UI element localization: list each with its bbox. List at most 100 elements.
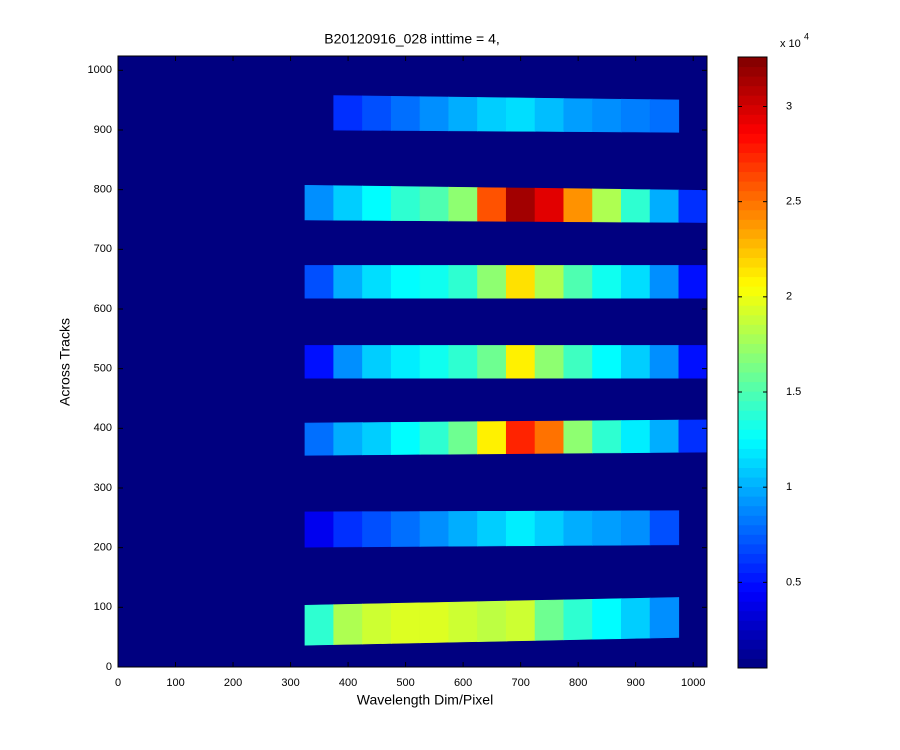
heatmap-cell <box>304 604 334 646</box>
colorbar-step <box>738 305 767 316</box>
colorbar-tick-label: 3 <box>786 100 792 112</box>
heatmap-cell <box>592 420 622 454</box>
y-tick-label: 300 <box>94 482 112 494</box>
colorbar-step <box>738 553 767 564</box>
heatmap-cell <box>477 345 507 379</box>
heatmap-cell <box>362 511 392 548</box>
heatmap-cell <box>505 420 536 454</box>
heatmap-cell <box>362 95 392 131</box>
heatmap-cell <box>333 345 363 379</box>
heatmap-cell <box>362 345 392 379</box>
colorbar-step <box>738 438 767 449</box>
y-tick-label: 200 <box>94 542 112 554</box>
colorbar-step <box>738 543 767 554</box>
heatmap-cell <box>419 265 450 299</box>
heatmap-cell <box>362 265 392 299</box>
heatmap-cell <box>534 599 565 641</box>
colorbar-step <box>738 391 767 402</box>
colorbar-step <box>738 114 767 125</box>
colorbar-tick-label: 2 <box>786 291 792 303</box>
heatmap-cell <box>477 421 507 455</box>
colorbar-step <box>738 324 767 335</box>
heatmap-cell <box>419 421 450 455</box>
heatmap-cell <box>333 422 363 456</box>
heatmap-cell <box>649 99 680 133</box>
heatmap-cell <box>362 603 392 645</box>
colorbar-step <box>738 457 767 469</box>
heatmap-bands <box>304 95 707 646</box>
colorbar-step <box>738 629 767 640</box>
heatmap-cell <box>333 185 363 221</box>
colorbar-step <box>738 276 767 287</box>
colorbar-step <box>738 200 767 211</box>
heatmap-cell <box>563 420 593 454</box>
heatmap-cell <box>390 345 421 379</box>
heatmap-cell <box>505 265 536 299</box>
heatmap-cell <box>333 603 363 645</box>
heatmap-cell <box>390 421 421 455</box>
heatmap-cell <box>563 345 593 379</box>
colorbar-step <box>738 429 767 440</box>
heatmap-cell <box>592 598 622 640</box>
heatmap-cell <box>592 265 622 299</box>
heatmap-cell <box>649 189 680 223</box>
colorbar-step <box>738 257 767 268</box>
heatmap-cell <box>477 600 507 642</box>
y-tick-label: 600 <box>94 303 112 315</box>
heatmap-cell <box>390 511 421 547</box>
heatmap-cell <box>620 597 651 639</box>
heatmap-cell <box>505 600 536 642</box>
y-tick-label: 800 <box>94 184 112 196</box>
heatmap-cell <box>563 98 593 133</box>
heatmap-cell <box>678 419 707 453</box>
heatmap-cell <box>620 189 651 223</box>
colorbar-step <box>738 610 767 621</box>
y-tick-label: 700 <box>94 243 112 255</box>
heatmap-cell <box>362 185 392 221</box>
heatmap-cell <box>419 601 450 644</box>
heatmap-cell <box>620 345 651 379</box>
x-axis-label: Wavelength Dim/Pixel <box>357 692 493 708</box>
heatmap-cell <box>448 601 478 643</box>
colorbar-step <box>738 572 767 583</box>
heatmap-cell <box>448 421 478 455</box>
heatmap-cell <box>649 510 680 546</box>
heatmap-cell <box>505 187 536 222</box>
colorbar-step <box>738 620 767 631</box>
colorbar-frame <box>737 56 768 669</box>
y-tick-label: 500 <box>94 363 112 375</box>
colorbar-step <box>738 314 767 325</box>
colorbar-step <box>738 247 767 258</box>
heatmap-cell <box>333 95 363 131</box>
chart-title: B20120916_028 inttime = 4, <box>324 31 500 47</box>
heatmap-cell <box>448 186 478 222</box>
heatmap-cell <box>534 97 565 132</box>
x-tick-label: 400 <box>339 677 357 689</box>
heatmap-cell <box>620 98 651 133</box>
plot-frame <box>117 55 708 668</box>
heatmap-cell <box>419 96 450 132</box>
colorbar-step <box>738 123 767 134</box>
colorbar-step <box>738 228 767 239</box>
heatmap-cell <box>390 95 421 131</box>
heatmap-cell <box>620 510 651 546</box>
colorbar-step <box>738 286 767 297</box>
heatmap-cell <box>304 345 334 379</box>
colorbar-step <box>738 181 767 192</box>
heatmap-cell <box>390 186 421 222</box>
x-tick-label: 800 <box>569 677 587 689</box>
heatmap-cell <box>592 345 622 379</box>
colorbar-exponent: 4 <box>804 31 809 41</box>
colorbar-step <box>738 381 767 392</box>
x-tick-label: 200 <box>224 677 242 689</box>
colorbar-step <box>738 448 767 459</box>
heatmap-cell <box>534 510 565 546</box>
heatmap-cell <box>563 510 593 546</box>
colorbar-step <box>738 171 767 182</box>
heatmap-cell <box>448 96 478 132</box>
heatmap-cell <box>534 187 565 222</box>
heatmap-cell <box>477 97 507 132</box>
colorbar-step <box>738 505 767 516</box>
heatmap-cell <box>477 510 507 547</box>
heatmap-cell <box>390 265 421 299</box>
